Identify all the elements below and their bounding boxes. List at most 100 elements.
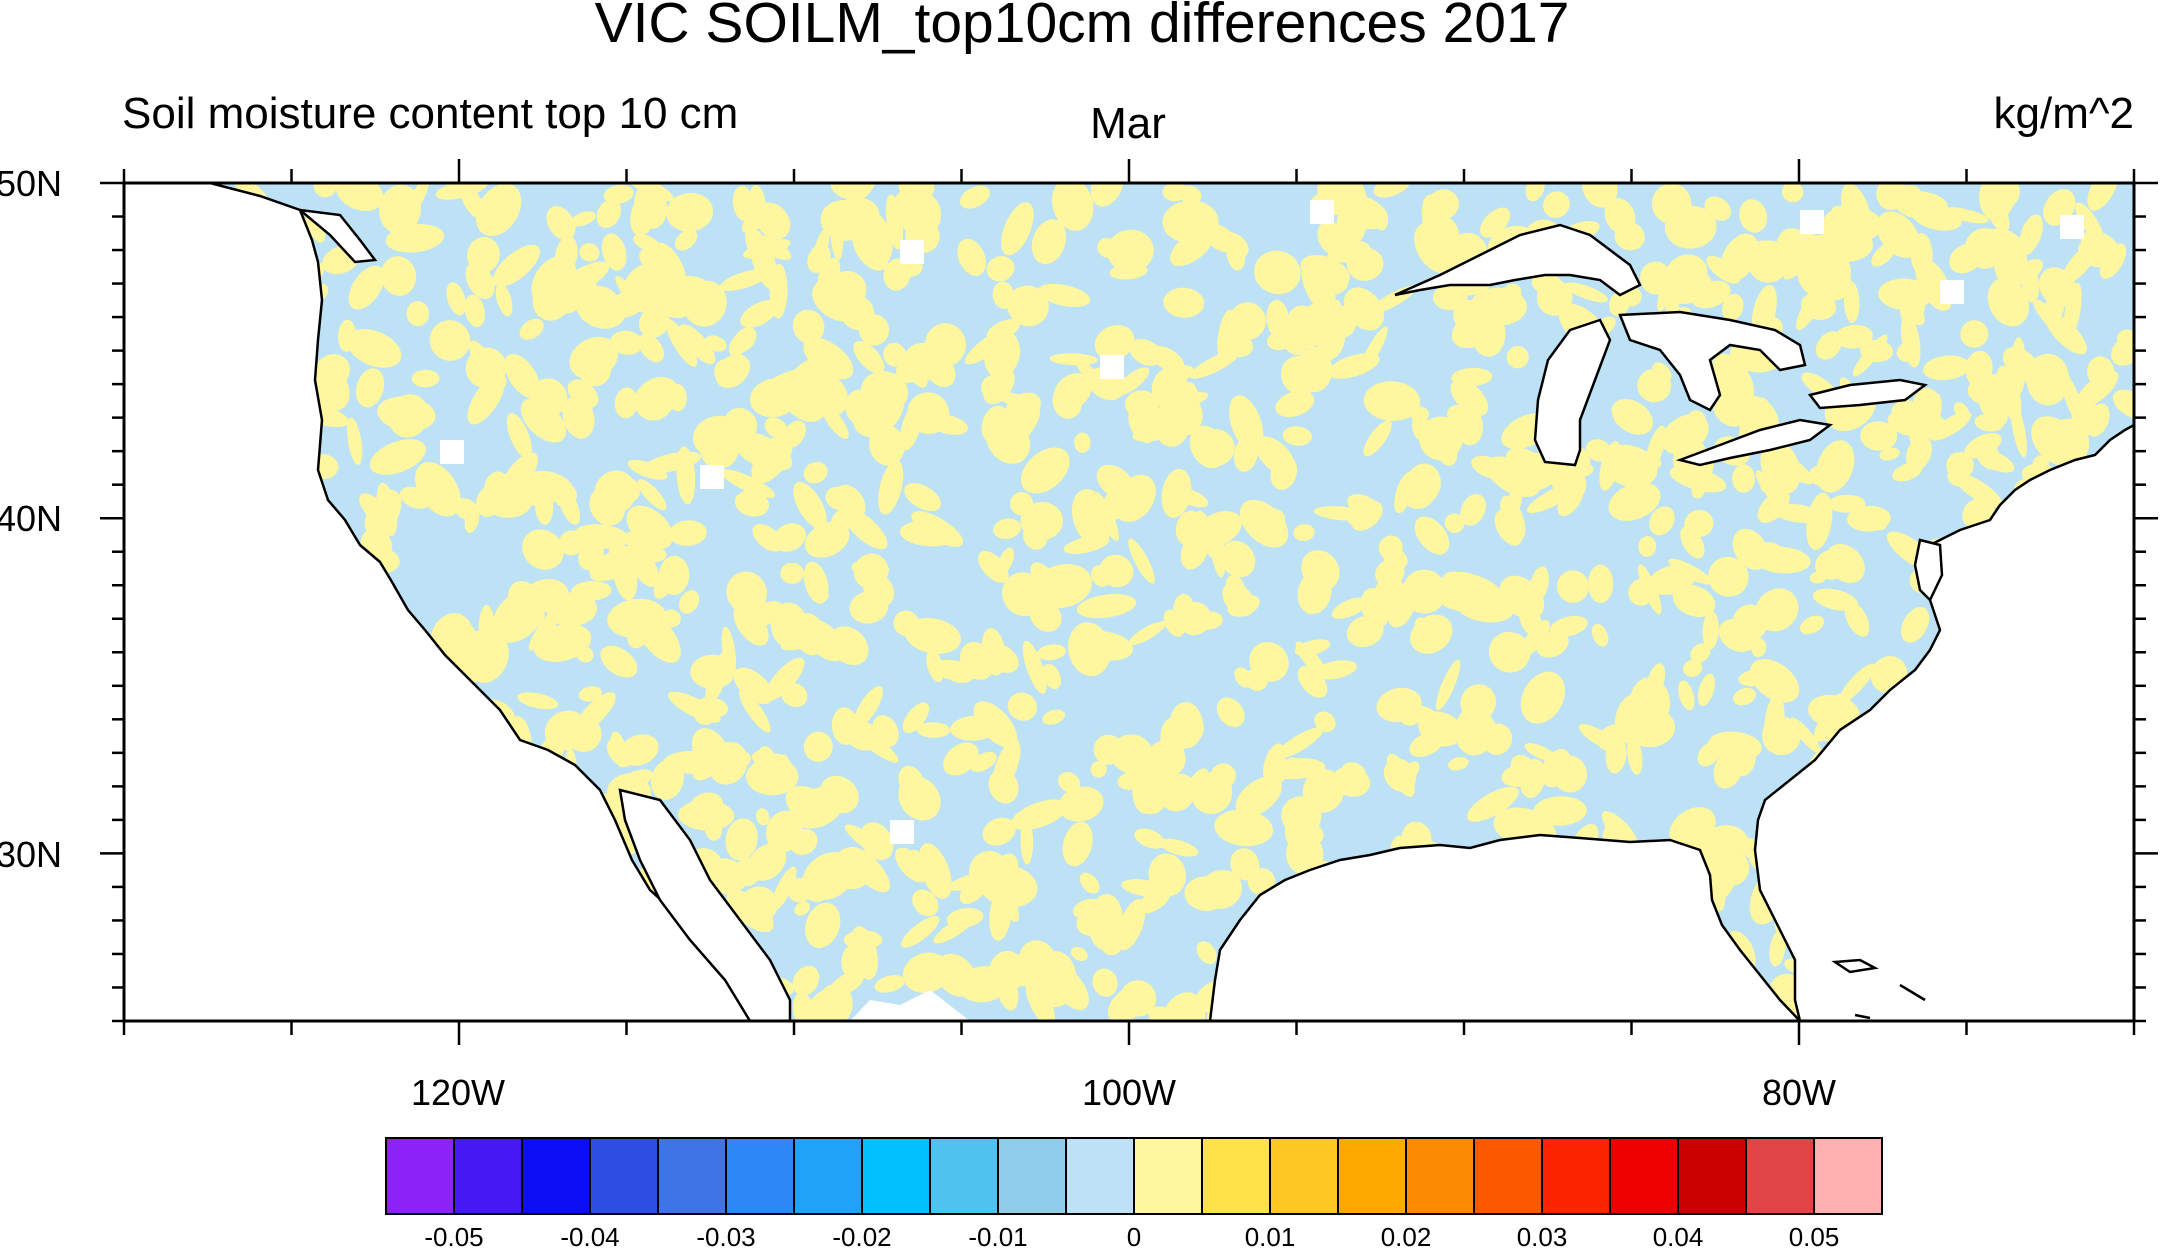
field-patch xyxy=(1201,222,1239,253)
field-patch xyxy=(272,767,313,807)
field-patch xyxy=(1368,961,1421,1000)
field-patch xyxy=(210,978,216,1001)
field-patch xyxy=(590,562,633,582)
field-patch xyxy=(2011,259,2043,286)
field-patch xyxy=(210,749,239,795)
field-patch xyxy=(624,531,642,548)
field-patch xyxy=(234,488,265,514)
field-patch xyxy=(2056,551,2106,590)
field-patch xyxy=(2086,403,2110,437)
field-patch xyxy=(1611,973,1645,1008)
field-patch xyxy=(210,991,235,1021)
colorbar-swatch xyxy=(1405,1137,1475,1215)
field-patch xyxy=(764,417,788,439)
lon-label-120w: 120W xyxy=(411,1072,505,1113)
field-patch xyxy=(2085,905,2133,940)
field-patch xyxy=(1414,516,1450,555)
field-patch xyxy=(1630,867,1656,889)
field-patch xyxy=(1412,949,1442,978)
field-patch xyxy=(638,333,665,363)
field-patch xyxy=(588,831,616,860)
field-patch xyxy=(2101,780,2134,823)
field-patch xyxy=(1444,513,1465,533)
field-patch xyxy=(1173,593,1196,629)
field-patch xyxy=(1782,823,1819,871)
field-patch xyxy=(1521,620,1551,656)
field-patch xyxy=(928,414,968,435)
colorbar-swatch xyxy=(453,1137,523,1215)
field-patch xyxy=(918,843,952,899)
colorbar-swatch xyxy=(1337,1137,1407,1215)
field-patch xyxy=(1688,992,1708,1013)
gulf-of-california xyxy=(618,788,792,1021)
field-patch xyxy=(2028,368,2053,401)
field-patch xyxy=(2002,967,2036,1003)
field-patch xyxy=(2042,586,2082,626)
field-patch xyxy=(1092,505,1118,529)
field-patch xyxy=(210,960,213,983)
field-patch xyxy=(1953,472,2003,508)
field-patch xyxy=(756,808,770,826)
field-patch xyxy=(1903,764,1922,783)
field-patch xyxy=(429,320,471,361)
field-patch xyxy=(751,253,775,290)
field-patch xyxy=(1137,750,1184,790)
field-patch xyxy=(283,924,309,968)
field-patch xyxy=(2104,534,2120,576)
field-patch xyxy=(1985,195,2010,233)
field-patch xyxy=(1967,676,1982,723)
field-patch xyxy=(2018,836,2076,876)
field-patch xyxy=(246,717,282,755)
field-patch xyxy=(1151,345,1185,374)
field-patch xyxy=(1876,838,1896,887)
field-patch xyxy=(371,743,399,770)
colorbar-swatch xyxy=(725,1137,795,1215)
field-patch xyxy=(317,728,354,769)
field-patch xyxy=(357,911,380,941)
field-patch xyxy=(1942,860,1978,916)
field-patch xyxy=(1317,220,1346,255)
field-patch xyxy=(1506,346,1529,369)
colorbar xyxy=(385,1137,1883,1215)
field-patch xyxy=(1227,594,1260,617)
field-patch xyxy=(408,711,456,744)
field-patch xyxy=(1077,631,1134,661)
field-patch xyxy=(147,332,206,393)
field-patch xyxy=(2052,871,2093,912)
field-patch xyxy=(1432,284,1468,311)
field-patch xyxy=(1339,865,1376,908)
field-patch xyxy=(1301,892,1325,916)
field-patch xyxy=(2053,590,2089,637)
field-patch xyxy=(1332,766,1371,797)
field-patch xyxy=(898,765,925,798)
field-patch xyxy=(933,659,973,681)
field-patch xyxy=(1608,482,1661,521)
field-patch xyxy=(1264,757,1297,790)
field-patch xyxy=(1358,326,1388,375)
field-patch xyxy=(1856,725,1884,752)
field-patch xyxy=(465,347,507,388)
field-patch xyxy=(210,948,226,964)
field-patch xyxy=(1722,293,1744,321)
field-patch xyxy=(1687,410,1706,430)
field-patch xyxy=(112,860,158,906)
field-patch xyxy=(911,511,964,547)
field-patch xyxy=(1566,869,1597,907)
field-patch xyxy=(764,657,805,701)
field-patch xyxy=(210,931,231,964)
field-patch xyxy=(869,424,894,450)
field-patch xyxy=(1058,771,1081,793)
field-patch xyxy=(1441,571,1467,593)
field-patch xyxy=(342,618,383,646)
field-patch xyxy=(1494,510,1523,546)
colorbar-label: -0.01 xyxy=(968,1222,1027,1252)
field-patch xyxy=(558,487,580,525)
field-patch xyxy=(1231,969,1264,1006)
field-patch xyxy=(210,731,219,767)
field-patch xyxy=(264,698,293,725)
field-patch xyxy=(427,754,462,801)
field-patch xyxy=(281,472,300,505)
field-patch xyxy=(104,723,156,770)
field-patch xyxy=(575,889,593,903)
colorbar-swatch xyxy=(1133,1137,1203,1215)
